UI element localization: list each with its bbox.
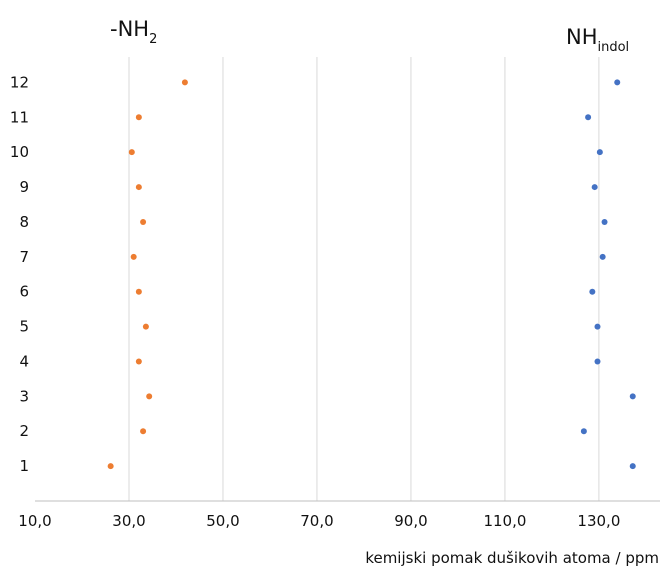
series-label-nhindol: NHindol [566,25,629,55]
vertical-gridlines [128,57,600,501]
y-tick-label: 7 [19,248,29,266]
y-tick-label: 8 [19,213,29,231]
y-tick-label: 12 [10,73,29,91]
x-axis-tick-labels: 10,0 30,0 50,0 70,0 90,0 110,0 130,0 [18,512,620,530]
series-label-nh2-sub: 2 [149,32,157,47]
y-tick-label: 10 [10,143,29,161]
x-tick-label: 10,0 [18,512,51,530]
series-label-nh2-main: -NH [110,17,149,41]
data-point-nhindol [614,79,621,86]
data-point-nh2 [135,184,142,191]
data-point-nhindol [580,428,587,435]
x-tick-label: 110,0 [483,512,526,530]
data-point-nhindol [585,114,592,121]
data-point-nh2 [146,393,153,400]
y-tick-label: 5 [19,318,29,336]
data-point-nhindol [594,358,601,365]
y-tick-label: 4 [19,352,29,370]
x-tick-label: 50,0 [206,512,239,530]
data-point-nh2 [142,323,149,330]
series-label-nhindol-main: NH [566,25,598,49]
series-label-nhindol-sub: indol [598,40,630,55]
data-point-nh2 [107,463,114,470]
data-point-nhindol [591,184,598,191]
x-tick-label: 70,0 [300,512,333,530]
y-tick-label: 3 [19,387,29,405]
data-point-nh2 [135,358,142,365]
data-point-nh2 [130,253,137,260]
y-tick-label: 2 [19,422,29,440]
y-tick-label: 9 [19,178,29,196]
data-point-nhindol [594,323,601,330]
x-axis-title: kemijski pomak dušikovih atoma / ppm [365,549,659,567]
data-point-nhindol [629,463,636,470]
series-label-nh2: -NH2 [110,17,157,47]
data-point-nhindol [596,149,603,156]
x-tick-label: 90,0 [394,512,427,530]
y-tick-label: 1 [19,457,29,475]
x-tick-label: 130,0 [577,512,620,530]
y-tick-label: 6 [19,283,29,301]
data-point-nhindol [629,393,636,400]
data-point-nh2 [135,288,142,295]
data-point-nh2 [140,218,147,225]
data-point-nhindol [601,218,608,225]
data-points [107,79,636,470]
x-tick-label: 30,0 [112,512,145,530]
data-point-nhindol [599,253,606,260]
y-tick-label: 11 [10,108,29,126]
data-point-nhindol [589,288,596,295]
data-point-nh2 [181,79,188,86]
data-point-nh2 [140,428,147,435]
data-point-nh2 [135,114,142,121]
data-point-nh2 [128,149,135,156]
